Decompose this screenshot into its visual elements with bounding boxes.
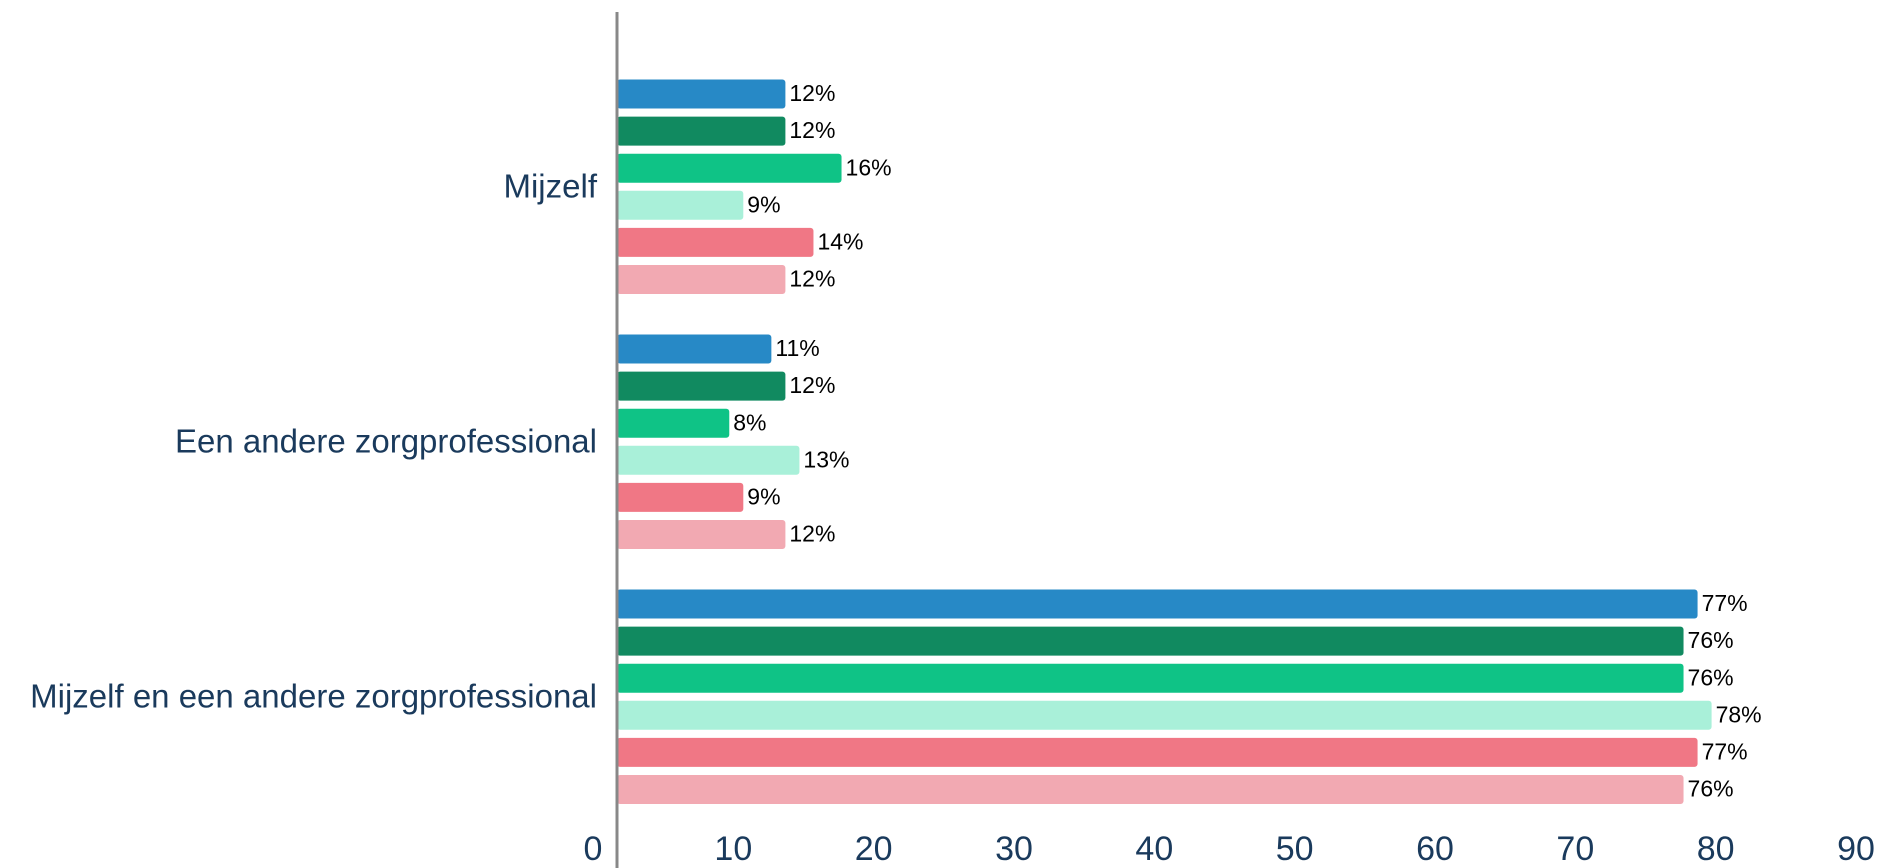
value-label: 9%: [747, 191, 780, 217]
value-label: 12%: [789, 266, 835, 292]
category-label: Mijzelf: [503, 167, 597, 204]
bar: [617, 626, 1684, 656]
bar: [617, 663, 1684, 693]
value-label: 76%: [1688, 664, 1734, 690]
value-label: 76%: [1688, 776, 1734, 802]
bar: [617, 153, 842, 183]
x-tick-label: 60: [1416, 830, 1454, 868]
x-tick-label: 0: [584, 830, 603, 868]
bar: [617, 520, 786, 549]
x-tick-label: 20: [855, 830, 893, 868]
x-tick-label: 10: [714, 830, 752, 868]
bar: [617, 737, 1698, 767]
value-label: 16%: [846, 154, 892, 180]
bar: [617, 334, 772, 364]
value-label: 11%: [775, 335, 819, 361]
value-label: 12%: [789, 80, 835, 106]
bar: [617, 445, 800, 475]
value-label: 76%: [1688, 627, 1734, 653]
bar: [617, 190, 744, 220]
x-tick-label: 90: [1837, 830, 1875, 868]
value-label: 9%: [747, 483, 780, 509]
bar: [617, 227, 814, 257]
value-label: 77%: [1702, 590, 1748, 616]
value-label: 78%: [1716, 701, 1762, 727]
value-label: 12%: [789, 117, 835, 143]
x-tick-label: 30: [995, 830, 1033, 868]
value-label: 14%: [817, 228, 863, 254]
bar: [617, 775, 1684, 804]
value-label: 13%: [803, 446, 849, 472]
bar: [617, 589, 1698, 619]
bar: [617, 265, 786, 294]
x-tick-label: 80: [1697, 830, 1735, 868]
value-label: 8%: [733, 409, 766, 435]
x-tick-label: 50: [1276, 830, 1314, 868]
category-label: Een andere zorgprofessional: [175, 422, 597, 459]
value-label: 12%: [789, 372, 835, 398]
x-tick-label: 40: [1135, 830, 1173, 868]
bar: [617, 116, 786, 146]
bar: [617, 371, 786, 401]
bar: [617, 482, 744, 512]
bar: [617, 408, 730, 438]
category-label: Mijzelf en een andere zorgprofessional: [30, 677, 597, 714]
bar: [617, 700, 1712, 730]
value-label: 77%: [1702, 738, 1748, 764]
value-label: 12%: [789, 521, 835, 547]
x-tick-label: 70: [1556, 830, 1594, 868]
bar: [617, 79, 786, 109]
